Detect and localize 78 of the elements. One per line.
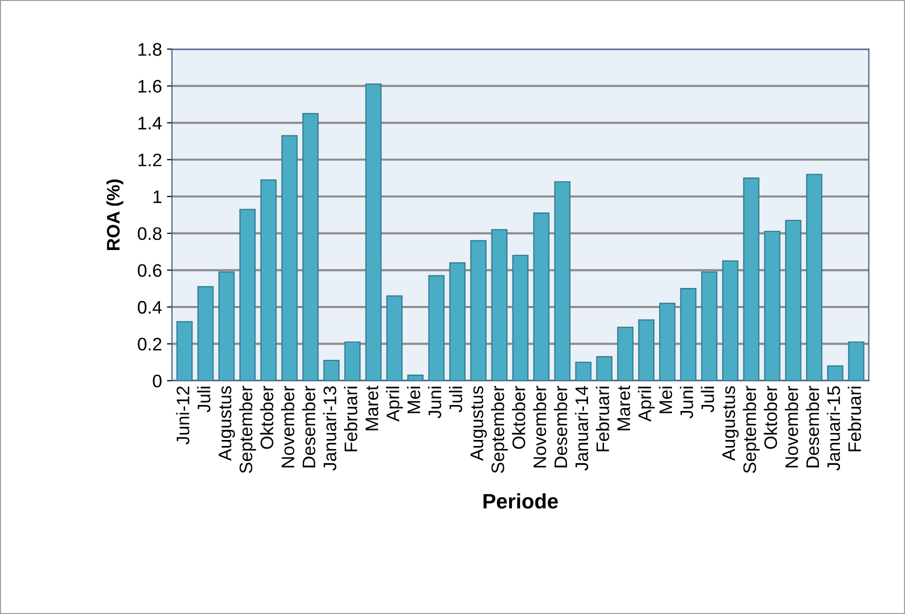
- x-tick-label: Juli: [700, 386, 714, 412]
- bar: [743, 178, 760, 381]
- bar: [176, 321, 193, 381]
- bar: [470, 240, 487, 381]
- x-tick-label: Desember: [554, 386, 568, 468]
- bar: [407, 374, 424, 381]
- bar: [491, 229, 508, 381]
- x-tick-label: Maret: [366, 386, 378, 430]
- x-tick-label: Juni: [680, 386, 694, 418]
- x-tick-label: November: [784, 386, 798, 468]
- bar: [386, 295, 403, 381]
- bar: [365, 84, 382, 381]
- bar: [848, 341, 864, 381]
- x-tick-label: Juli: [197, 386, 210, 412]
- x-tick-label: Desember: [806, 386, 820, 468]
- bar: [617, 326, 634, 381]
- y-tick-label: 0.6: [138, 264, 162, 277]
- bar: [218, 271, 235, 381]
- x-tick-label: Juni: [428, 386, 442, 418]
- x-tick-label: Januari-15: [826, 386, 840, 471]
- x-tick-label: Januari-13: [323, 386, 336, 471]
- x-tick-label: Augustus: [218, 386, 235, 461]
- x-tick-label: November: [532, 386, 546, 468]
- bar: [575, 362, 592, 381]
- x-tick-label: November: [281, 386, 294, 468]
- bar: [596, 356, 612, 381]
- bar: [680, 288, 696, 381]
- y-tick-label: 0.8: [138, 227, 162, 240]
- bar: [512, 254, 528, 381]
- x-tick-label: April: [638, 386, 655, 422]
- x-tick-label: Oktober: [260, 386, 274, 449]
- bar: [281, 135, 298, 381]
- bar: [638, 319, 654, 381]
- bar: [449, 262, 466, 381]
- x-tick-label: Oktober: [764, 386, 778, 449]
- bar: [302, 113, 319, 381]
- bar: [533, 212, 550, 381]
- x-tick-label: Februari: [596, 386, 610, 452]
- bar: [260, 179, 277, 381]
- bar: [554, 181, 570, 381]
- x-axis-title: Periode: [484, 493, 558, 509]
- x-tick-label: Februari: [344, 386, 358, 452]
- x-tick-label: Augustus: [470, 386, 487, 461]
- bar: [344, 341, 361, 381]
- y-tick-label: 1.6: [138, 80, 162, 93]
- bar: [428, 275, 445, 381]
- bar: [239, 208, 256, 381]
- bar: [197, 286, 214, 381]
- bar: [659, 302, 676, 381]
- x-tick-label: Januari-14: [574, 386, 588, 471]
- y-tick-label: 1.2: [138, 154, 162, 166]
- x-tick-label: September: [239, 386, 256, 474]
- x-tick-label: Mei: [407, 386, 420, 414]
- x-tick-label: Juni-12: [176, 386, 190, 444]
- y-tick-label: 0.2: [138, 338, 162, 351]
- bar: [722, 260, 738, 381]
- y-axis-title: ROA (%): [106, 180, 124, 250]
- y-tick-label: 1.8: [138, 43, 162, 56]
- bar: [323, 360, 340, 381]
- x-tick-label: April: [386, 386, 403, 422]
- x-tick-label: Desember: [302, 386, 316, 468]
- x-tick-label: Maret: [618, 386, 630, 430]
- x-tick-label: Oktober: [512, 386, 526, 449]
- x-tick-label: September: [490, 386, 508, 474]
- x-tick-label: Februari: [848, 386, 862, 452]
- bar: [827, 365, 844, 381]
- x-tick-label: September: [742, 386, 760, 474]
- x-tick-label: Mei: [658, 386, 672, 414]
- y-tick-label: 0.4: [138, 300, 162, 314]
- y-tick-label: 1: [154, 190, 162, 204]
- bar: [785, 220, 802, 381]
- bar: [806, 174, 822, 381]
- bar: [701, 271, 718, 381]
- y-tick-label: 1.4: [138, 116, 162, 130]
- bar: [764, 230, 780, 381]
- x-tick-label: Augustus: [722, 386, 739, 461]
- y-tick-label: 0: [152, 374, 162, 388]
- x-tick-label: Juli: [448, 386, 462, 412]
